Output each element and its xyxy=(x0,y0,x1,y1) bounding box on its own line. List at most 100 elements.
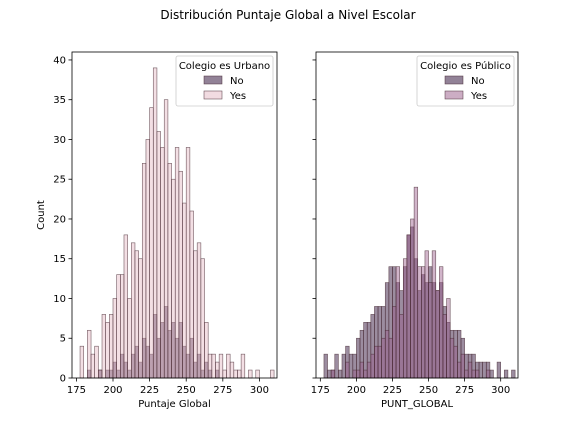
histogram-bar-yes xyxy=(182,202,187,379)
histogram-bar-yes xyxy=(112,298,117,379)
x-tick-label: 175 xyxy=(311,385,330,396)
histogram-bar-yes xyxy=(237,369,242,379)
histogram-bar-yes xyxy=(145,139,150,379)
histogram-bar-yes xyxy=(442,314,447,379)
histogram-bar-yes xyxy=(374,345,379,379)
histogram-bar-yes xyxy=(149,107,154,379)
x-tick-label: 250 xyxy=(419,385,438,396)
y-tick-label: 10 xyxy=(53,294,66,305)
histogram-bar-yes xyxy=(475,369,480,379)
x-tick-label: 225 xyxy=(383,385,402,396)
histogram-bar-yes xyxy=(381,337,386,379)
y-tick-label: 25 xyxy=(53,175,66,186)
histogram-bar-no xyxy=(478,361,483,379)
histogram-bar-yes xyxy=(105,322,110,379)
x-tick-label: 300 xyxy=(491,385,510,396)
histogram-bar-yes xyxy=(453,345,458,379)
histogram-bar-no xyxy=(511,369,516,379)
histogram-bar-yes xyxy=(439,266,444,379)
histogram-bar-yes xyxy=(193,250,198,379)
histogram-bar-yes xyxy=(204,322,209,379)
histogram-bar-yes xyxy=(101,314,106,379)
histogram-bar-no xyxy=(334,353,339,379)
histogram-bar-yes xyxy=(229,361,235,379)
histogram-bar-yes xyxy=(402,258,408,379)
histogram-bar-no xyxy=(503,369,509,379)
histogram-bar-yes xyxy=(421,266,426,379)
histogram-bar-yes xyxy=(116,274,121,379)
axes-frame xyxy=(71,51,278,379)
histogram-bar-yes xyxy=(413,186,419,379)
legend-frame xyxy=(416,55,515,107)
y-tick-label: 0 xyxy=(60,374,66,385)
histogram-bar-yes xyxy=(485,369,491,379)
histogram-bar-yes xyxy=(270,369,275,379)
y-tick-label: 40 xyxy=(53,55,66,66)
histogram-bar-yes xyxy=(255,369,260,379)
histogram-bar-yes xyxy=(156,131,161,379)
x-tick-label: 275 xyxy=(455,385,474,396)
histogram-bar-yes xyxy=(98,369,103,379)
legend-label-yes: Yes xyxy=(470,91,487,102)
histogram-bar-yes xyxy=(215,361,220,379)
x-tick-label: 175 xyxy=(67,385,86,396)
histogram-bar-yes xyxy=(363,369,368,379)
histogram-bar-yes xyxy=(352,369,357,379)
histogram-bar-yes xyxy=(460,353,465,379)
x-tick-label: 275 xyxy=(213,385,232,396)
legend-swatch-no xyxy=(444,75,464,85)
histogram-bar-yes xyxy=(417,266,422,379)
histogram-bar-no xyxy=(348,353,354,379)
histogram-bar-yes xyxy=(406,234,411,379)
legend-title: Colegio es Público xyxy=(420,60,511,72)
histogram-bar-no xyxy=(341,353,346,379)
histogram-bar-no xyxy=(482,361,487,379)
figure-title: Distribución Puntaje Global a Nivel Esco… xyxy=(160,8,415,22)
y-tick-label: 30 xyxy=(53,135,66,146)
chart-panel-left: 175 200 225 250 275 300 0 5 10 15 20 25 30 35 40 Puntaj… xyxy=(36,51,278,410)
histogram-bar-yes xyxy=(87,329,92,379)
histogram-bar-yes xyxy=(163,99,169,379)
histogram-bar-yes xyxy=(446,298,451,379)
histogram-bar-yes xyxy=(464,369,469,379)
legend-label-yes: Yes xyxy=(229,91,246,102)
histogram-bar-yes xyxy=(384,329,390,379)
histogram-bar-yes xyxy=(138,258,143,379)
histogram-bar-yes xyxy=(424,250,429,379)
y-axis-label: Count xyxy=(36,200,47,230)
histogram-bar-yes xyxy=(189,210,194,379)
legend-swatch-no xyxy=(203,75,223,85)
histogram-bar-yes xyxy=(174,147,180,379)
histogram-bar-yes xyxy=(399,314,404,379)
histogram-bar-yes xyxy=(178,170,183,379)
legend-label-no: No xyxy=(471,76,485,87)
y-tick-label: 15 xyxy=(53,254,66,265)
histogram-bar-yes xyxy=(123,234,128,379)
histogram-bar-yes xyxy=(109,314,114,379)
x-axis-label: Puntaje Global xyxy=(138,399,211,410)
legend-frame xyxy=(175,55,274,107)
histogram-bar-yes xyxy=(330,369,336,379)
histogram-bar-yes xyxy=(359,361,364,379)
histogram-bar-yes xyxy=(471,369,476,379)
histogram-bar-yes xyxy=(211,353,216,379)
histogram-bar-yes xyxy=(457,361,462,379)
histogram-bar-yes xyxy=(152,67,158,379)
histogram-bar-yes xyxy=(345,361,350,379)
histogram-bar-yes xyxy=(171,178,176,379)
histogram-bar-yes xyxy=(141,163,147,379)
axes-frame xyxy=(315,51,519,379)
histogram-bar-yes xyxy=(222,369,227,379)
histogram-bar-yes xyxy=(392,306,397,379)
histogram-bar-yes xyxy=(467,361,473,379)
histogram-bar-yes xyxy=(428,282,433,379)
histogram-bar-yes xyxy=(120,274,125,379)
histogram-bar-yes xyxy=(377,345,382,379)
y-tick-label: 35 xyxy=(53,95,66,106)
histogram-bar-yes xyxy=(226,353,231,379)
histogram-bar-yes xyxy=(435,290,440,379)
histogram-bar-no xyxy=(363,322,368,379)
histogram-bar-yes xyxy=(233,369,238,379)
x-tick-label: 200 xyxy=(347,385,366,396)
